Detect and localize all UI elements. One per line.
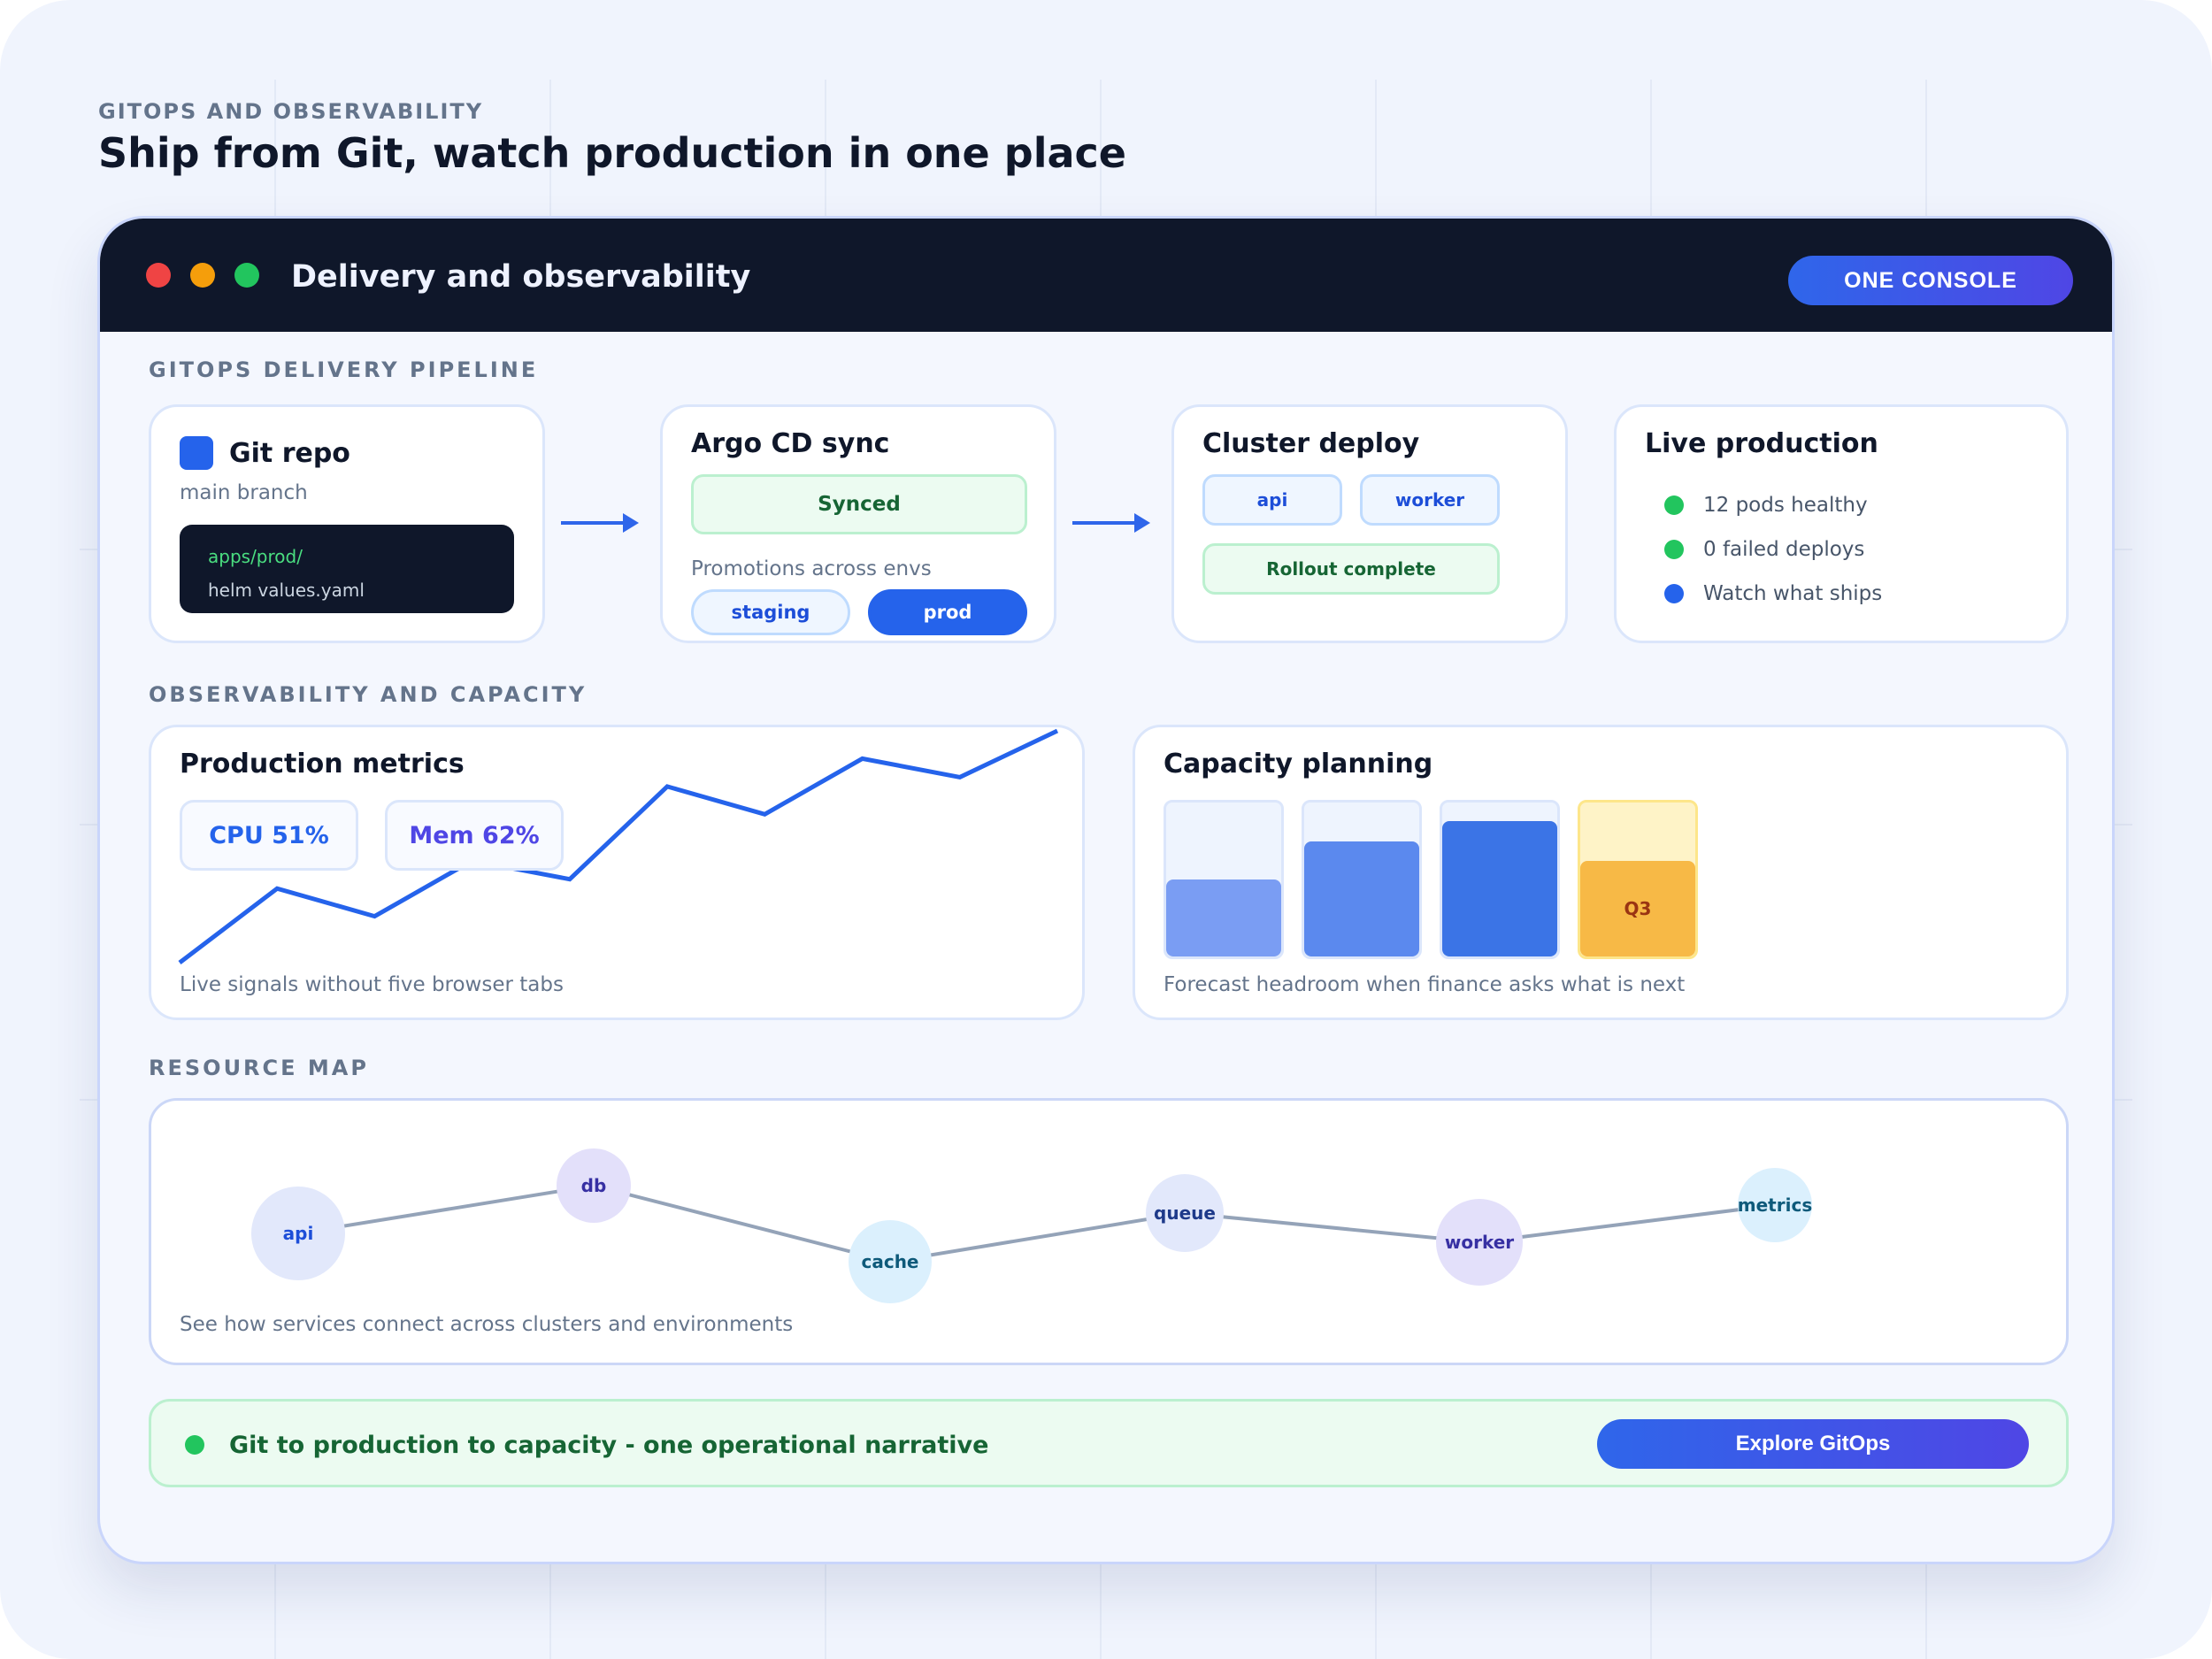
metrics-title: Production metrics	[180, 749, 465, 780]
node-api[interactable]: api	[251, 1187, 345, 1280]
git-repo-card[interactable]: Git repo main branch apps/prod/ helm val…	[149, 404, 545, 643]
code-file: helm values.yaml	[208, 580, 365, 601]
app-window: Delivery and observability ONE CONSOLE G…	[97, 216, 2115, 1564]
window-titlebar: Delivery and observability ONE CONSOLE	[100, 219, 2112, 332]
argo-title: Argo CD sync	[691, 428, 890, 459]
live-title: Live production	[1645, 428, 1878, 459]
capacity-caption: Forecast headroom when finance asks what…	[1164, 973, 1686, 996]
status-dot-icon	[1664, 540, 1684, 559]
capacity-bar-slot	[1440, 800, 1560, 959]
observability-section-label: OBSERVABILITY AND CAPACITY	[149, 682, 588, 707]
explore-gitops-button[interactable]: Explore GitOps	[1597, 1419, 2029, 1469]
capacity-bar-slot	[1302, 800, 1422, 959]
node-db[interactable]: db	[557, 1148, 631, 1223]
maximize-window-dot[interactable]	[234, 263, 259, 288]
capacity-bar[interactable]	[1166, 879, 1281, 956]
env-staging-pill[interactable]: staging	[691, 589, 850, 635]
memory-metric[interactable]: Mem 62%	[385, 800, 564, 871]
resource-map-card[interactable]: api db cache queue worker metrics See ho…	[149, 1098, 2069, 1365]
code-snippet: apps/prod/ helm values.yaml	[180, 525, 514, 613]
resource-map-section-label: RESOURCE MAP	[149, 1056, 369, 1080]
minimize-window-dot[interactable]	[190, 263, 215, 288]
close-window-dot[interactable]	[146, 263, 171, 288]
one-console-button[interactable]: ONE CONSOLE	[1788, 256, 2073, 305]
code-path: apps/prod/	[208, 546, 303, 567]
status-dot-icon	[185, 1435, 204, 1455]
metrics-trend-line	[178, 728, 1059, 964]
service-connection-line	[297, 1183, 1776, 1264]
capacity-bar-slot: Q3	[1578, 800, 1698, 959]
page-headline: Ship from Git, watch production in one p…	[98, 129, 1126, 177]
metrics-trend-chart	[178, 728, 1059, 964]
cluster-deploy-card[interactable]: Cluster deploy api worker Rollout comple…	[1171, 404, 1568, 643]
env-prod-pill[interactable]: prod	[868, 589, 1027, 635]
window-title: Delivery and observability	[291, 259, 751, 295]
capacity-bar[interactable]	[1442, 820, 1557, 956]
node-worker[interactable]: worker	[1436, 1199, 1523, 1286]
narrative-banner: Git to production to capacity - one oper…	[149, 1399, 2069, 1487]
capacity-bar[interactable]: Q3	[1580, 861, 1695, 956]
capacity-planning-card[interactable]: Capacity planning Q3 Forecast headroom w…	[1133, 725, 2069, 1020]
resource-map-caption: See how services connect across clusters…	[180, 1313, 794, 1336]
production-metrics-card[interactable]: Production metrics CPU 51% Mem 62% Live …	[149, 725, 1085, 1020]
cpu-metric[interactable]: CPU 51%	[180, 800, 358, 871]
capacity-bar-slot	[1164, 800, 1284, 959]
page-eyebrow: GITOPS AND OBSERVABILITY	[98, 99, 484, 124]
arrow-right-icon	[1072, 513, 1150, 533]
pipeline-section-label: GITOPS DELIVERY PIPELINE	[149, 357, 539, 382]
narrative-text: Git to production to capacity - one oper…	[229, 1432, 989, 1459]
metrics-caption: Live signals without five browser tabs	[180, 973, 564, 996]
resource-map-edges	[297, 1183, 1776, 1264]
git-repo-title: Git repo	[229, 438, 350, 469]
live-item: 12 pods healthy	[1703, 494, 1868, 517]
capacity-title: Capacity planning	[1164, 749, 1433, 780]
promotions-label: Promotions across envs	[691, 557, 932, 580]
rollout-status-badge: Rollout complete	[1202, 543, 1500, 595]
live-production-card[interactable]: Live production 12 pods healthy 0 failed…	[1614, 404, 2069, 643]
argo-sync-card[interactable]: Argo CD sync Synced Promotions across en…	[660, 404, 1056, 643]
service-worker-pill[interactable]: worker	[1360, 474, 1500, 526]
node-queue[interactable]: queue	[1146, 1174, 1224, 1252]
live-item: Watch what ships	[1703, 582, 1883, 605]
status-dot-icon	[1664, 495, 1684, 515]
live-item: 0 failed deploys	[1703, 538, 1865, 561]
node-cache[interactable]: cache	[849, 1220, 932, 1303]
sync-status-badge: Synced	[691, 474, 1027, 534]
node-metrics[interactable]: metrics	[1738, 1168, 1812, 1242]
branch-label: main branch	[180, 481, 308, 504]
service-api-pill[interactable]: api	[1202, 474, 1342, 526]
capacity-bar[interactable]	[1304, 841, 1419, 956]
cluster-title: Cluster deploy	[1202, 428, 1420, 459]
status-dot-icon	[1664, 584, 1684, 603]
git-repo-icon	[180, 436, 213, 470]
arrow-right-icon	[561, 513, 639, 533]
